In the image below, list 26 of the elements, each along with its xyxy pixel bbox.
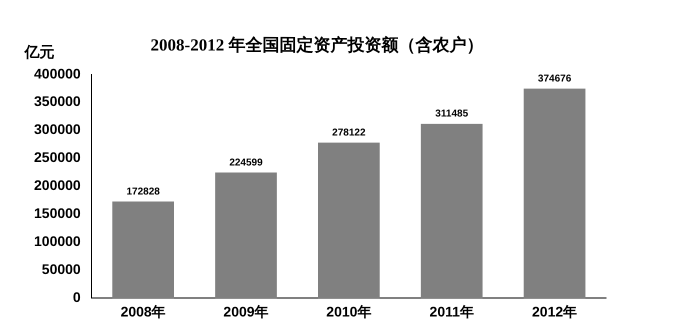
data-label: 224599 [229,157,264,168]
x-tick-label: 2012年 [532,303,578,320]
bar [215,172,277,298]
data-label: 311485 [435,108,469,120]
x-tick-label: 2009年 [223,303,269,320]
bar [112,202,174,298]
x-tick-label: 2008年 [120,303,166,320]
bar [420,124,483,298]
data-label: 278122 [332,127,366,138]
chart-title: 2008-2012 年全国固定资产投资额（含农户） [150,36,484,55]
y-tick-label: 400000 [34,65,81,82]
y-axis-title: 亿元 [24,44,55,62]
y-tick-label: 250000 [34,149,81,166]
x-tick-label: 2010年 [326,303,372,320]
y-tick-label: 50000 [42,261,81,278]
y-tick-label: 150000 [34,205,81,222]
x-tick-label: 2011年 [430,303,474,320]
y-tick-label: 0 [72,289,81,306]
data-label: 374676 [538,73,572,84]
bar [524,88,586,298]
data-label: 172828 [126,186,160,198]
y-tick-label: 350000 [34,93,81,110]
bar [318,142,380,298]
y-tick-label: 100000 [34,233,81,250]
y-tick-label: 300000 [34,121,81,138]
y-tick-label: 200000 [34,177,81,194]
